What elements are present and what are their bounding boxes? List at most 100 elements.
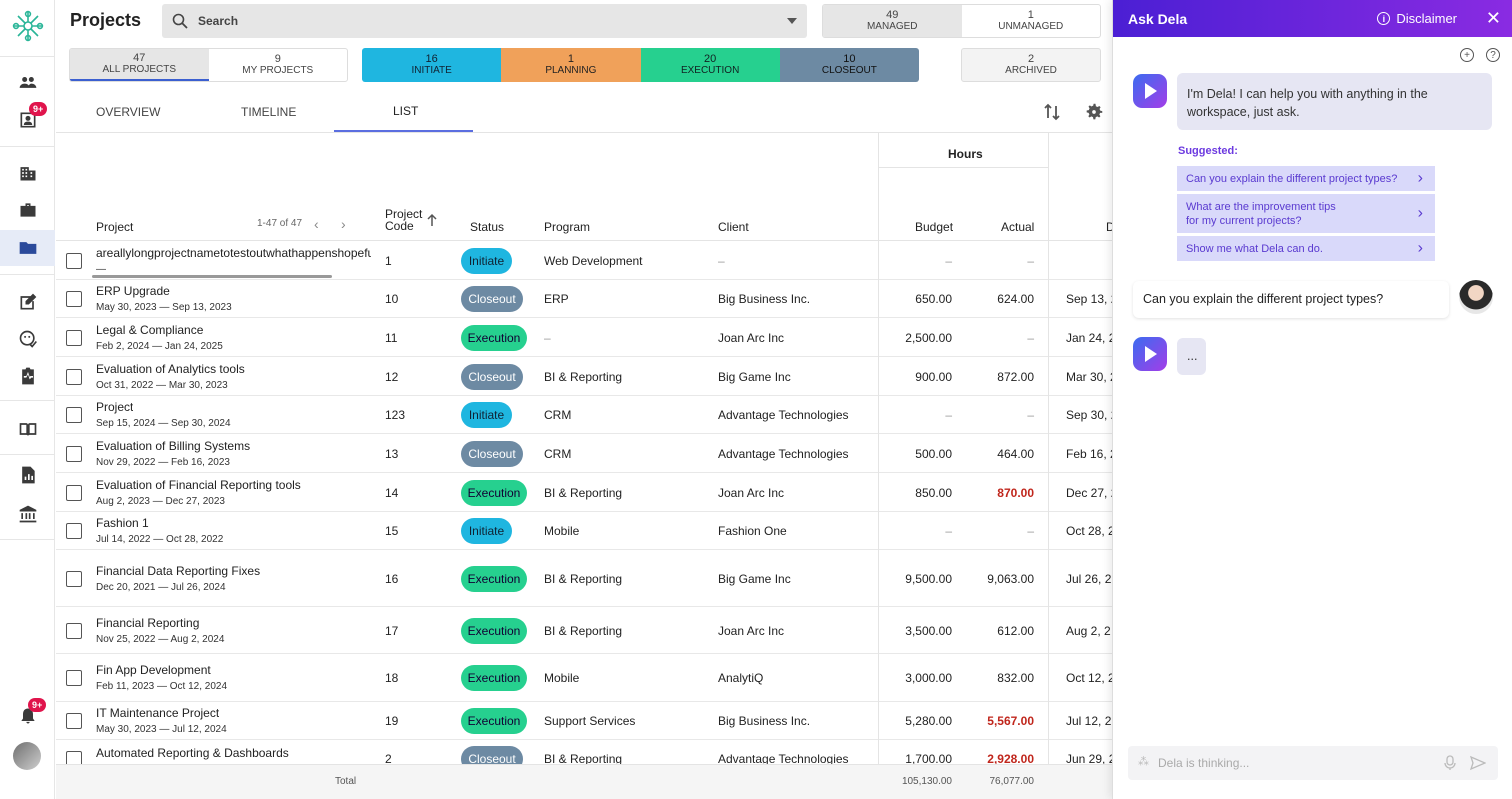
project-name[interactable]: Fin App Development: [96, 663, 211, 677]
my-projects-filter[interactable]: 9 MY PROJECTS: [242, 53, 314, 76]
table-row[interactable]: Evaluation of Analytics tools Oct 31, 202…: [56, 357, 1112, 396]
rail-tasks[interactable]: [0, 284, 55, 320]
budget-column-header[interactable]: Budget: [915, 220, 954, 234]
managed-filter[interactable]: 49 MANAGED: [823, 5, 962, 37]
rail-reports[interactable]: [0, 457, 55, 493]
project-name[interactable]: ERP Upgrade: [96, 284, 170, 298]
status-badge[interactable]: Closeout: [461, 363, 523, 390]
all-projects-filter[interactable]: 47 ALL PROJECTS: [70, 49, 209, 81]
suggestion-project-types[interactable]: Can you explain the different project ty…: [1177, 166, 1435, 191]
status-badge[interactable]: Execution: [461, 617, 527, 644]
client-column-header[interactable]: Client: [718, 220, 749, 234]
execution-filter[interactable]: 20 EXECUTION: [640, 48, 780, 82]
status-badge[interactable]: Execution: [461, 324, 527, 351]
search-dropdown-icon[interactable]: [787, 18, 797, 24]
status-badge[interactable]: Closeout: [461, 440, 523, 467]
table-row[interactable]: Automated Reporting & Dashboards 2 Closeou…: [56, 740, 1112, 778]
rail-portfolio[interactable]: [0, 192, 55, 228]
actual-column-header[interactable]: Actual: [1001, 220, 1035, 234]
planning-filter[interactable]: 1 PLANNING: [501, 48, 641, 82]
app-logo-icon[interactable]: [12, 10, 44, 42]
status-badge[interactable]: Execution: [461, 479, 527, 506]
status-badge[interactable]: Initiate: [461, 518, 512, 544]
status-badge[interactable]: Initiate: [461, 402, 512, 428]
status-badge[interactable]: Closeout: [461, 286, 523, 312]
table-row[interactable]: Fin App Development Feb 11, 2023 — Oct 12…: [56, 654, 1112, 702]
table-row[interactable]: Financial Data Reporting Fixes Dec 20, 20…: [56, 550, 1112, 607]
row-checkbox[interactable]: [66, 670, 82, 686]
horizontal-scrollbar[interactable]: [92, 275, 332, 278]
status-column-header[interactable]: Status: [470, 220, 505, 234]
row-checkbox[interactable]: [66, 445, 82, 462]
project-name[interactable]: Financial Data Reporting Fixes: [96, 563, 261, 578]
rail-finance[interactable]: [0, 496, 55, 532]
row-checkbox[interactable]: [66, 484, 82, 501]
project-name[interactable]: Evaluation of Financial Reporting tools: [96, 477, 301, 492]
project-name[interactable]: Fashion 1: [96, 516, 149, 530]
new-chat-icon[interactable]: +: [1460, 48, 1474, 62]
project-name[interactable]: Legal & Compliance: [96, 322, 204, 337]
next-page-icon[interactable]: ›: [341, 216, 346, 232]
row-checkbox[interactable]: [66, 622, 82, 639]
user-avatar[interactable]: [13, 742, 41, 770]
suggestion-capabilities[interactable]: Show me what Dela can do.: [1177, 236, 1435, 261]
rail-knowledge[interactable]: [0, 411, 55, 447]
rail-company[interactable]: [0, 155, 55, 191]
row-checkbox[interactable]: [66, 252, 82, 269]
row-checkbox[interactable]: [66, 713, 82, 729]
table-row[interactable]: ERP Upgrade May 30, 2023 — Sep 13, 2023 10…: [56, 280, 1112, 318]
closeout-filter[interactable]: 10 CLOSEOUT: [779, 48, 919, 82]
row-checkbox[interactable]: [66, 368, 82, 385]
tab-overview[interactable]: OVERVIEW: [96, 104, 161, 119]
microphone-icon[interactable]: [1444, 755, 1456, 771]
rail-notifications[interactable]: [0, 698, 55, 734]
table-row[interactable]: Legal & Compliance Feb 2, 2024 — Jan 24, …: [56, 318, 1112, 357]
project-name[interactable]: Automated Reporting & Dashboards: [96, 746, 289, 760]
status-badge[interactable]: Execution: [461, 708, 527, 734]
initiate-filter[interactable]: 16 INITIATE: [362, 48, 502, 82]
prev-page-icon[interactable]: ‹: [314, 216, 319, 232]
unmanaged-filter[interactable]: 1 UNMANAGED: [998, 9, 1064, 32]
tab-list[interactable]: LIST: [334, 91, 473, 132]
close-icon[interactable]: ✕: [1485, 8, 1501, 28]
project-name[interactable]: IT Maintenance Project: [96, 706, 220, 720]
gear-icon[interactable]: [1083, 101, 1105, 123]
rail-approvals[interactable]: [0, 321, 55, 357]
rail-health[interactable]: [0, 358, 55, 394]
table-row[interactable]: Financial Reporting Nov 25, 2022 — Aug 2,…: [56, 607, 1112, 654]
table-row[interactable]: areallylongprojectnametotestoutwhathappe…: [56, 241, 1112, 280]
table-row[interactable]: Fashion 1 Jul 14, 2022 — Oct 28, 2022 15 In…: [56, 512, 1112, 550]
chat-input[interactable]: [1158, 756, 1428, 770]
sort-icon[interactable]: [1041, 101, 1063, 123]
disclaimer-link[interactable]: i Disclaimer: [1377, 11, 1457, 26]
tab-timeline[interactable]: TIMELINE: [241, 104, 297, 119]
project-column-header[interactable]: Project: [96, 220, 134, 234]
status-badge[interactable]: Execution: [461, 665, 527, 691]
project-name[interactable]: Evaluation of Billing Systems: [96, 438, 251, 453]
project-name[interactable]: areallylongprojectnametotestoutwhathappe…: [96, 245, 371, 260]
table-row[interactable]: Evaluation of Billing Systems Nov 29, 202…: [56, 434, 1112, 473]
project-name[interactable]: Project: [96, 400, 134, 414]
sort-ascending-icon[interactable]: [426, 213, 438, 227]
help-icon[interactable]: ?: [1486, 48, 1500, 62]
row-checkbox[interactable]: [66, 523, 82, 539]
table-row[interactable]: IT Maintenance Project May 30, 2023 — Jul…: [56, 702, 1112, 740]
row-checkbox[interactable]: [66, 291, 82, 307]
due-column-header[interactable]: D: [1106, 220, 1112, 234]
code-column-header[interactable]: Project Code: [385, 207, 423, 233]
archived-filter[interactable]: 2 ARCHIVED: [961, 48, 1101, 82]
project-name[interactable]: Evaluation of Analytics tools: [96, 361, 245, 376]
project-name[interactable]: Financial Reporting: [96, 615, 200, 630]
row-checkbox[interactable]: [66, 570, 82, 587]
search-bar[interactable]: [162, 4, 807, 38]
send-icon[interactable]: [1470, 755, 1486, 771]
status-badge[interactable]: Initiate: [461, 247, 512, 274]
suggestion-improvement-tips[interactable]: What are the improvement tips for my curr…: [1177, 194, 1435, 233]
table-row[interactable]: Project Sep 15, 2024 — Sep 30, 2024 123 Ini…: [56, 396, 1112, 434]
rail-projects[interactable]: [0, 230, 55, 266]
row-checkbox[interactable]: [66, 329, 82, 346]
status-badge[interactable]: Execution: [461, 565, 527, 592]
program-column-header[interactable]: Program: [544, 220, 591, 234]
search-input[interactable]: [198, 14, 758, 28]
table-row[interactable]: Evaluation of Financial Reporting tools A…: [56, 473, 1112, 512]
